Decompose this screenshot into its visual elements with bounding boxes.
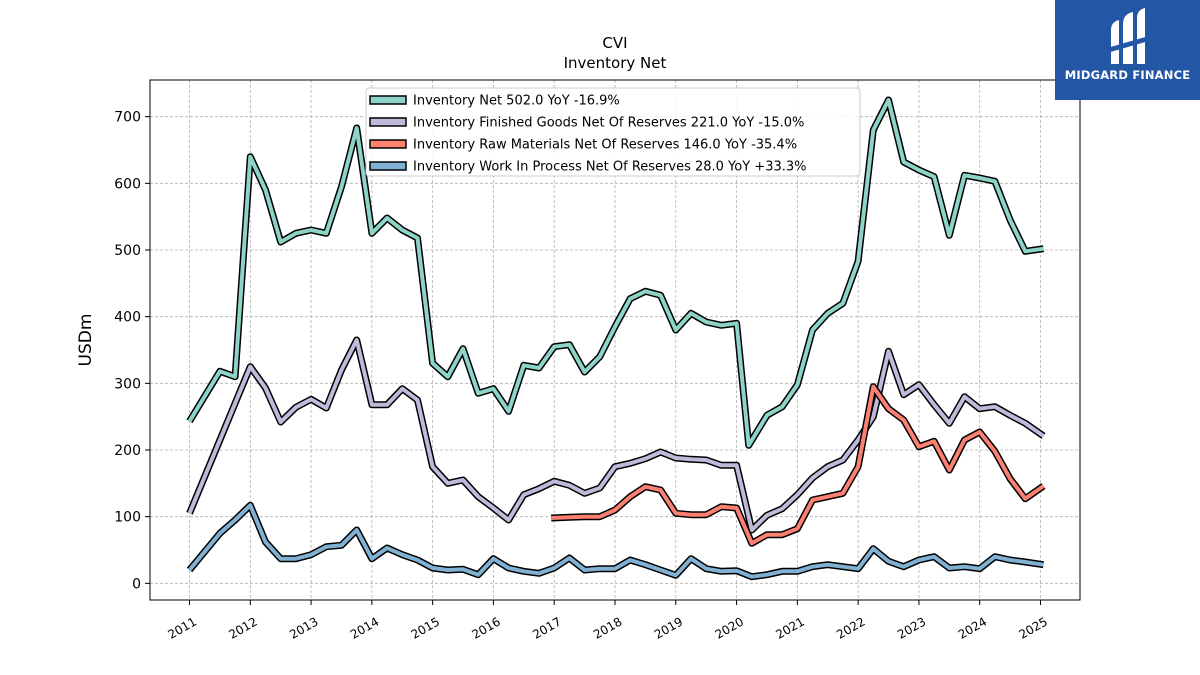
chart-title: CVI [602, 34, 627, 52]
series-lines [186, 96, 1046, 581]
x-tick-label: 2015 [409, 614, 442, 641]
legend-swatch [369, 161, 407, 171]
x-tick-label: 2013 [287, 614, 320, 641]
x-tick-label: 2011 [166, 614, 199, 641]
series-line-0 [187, 98, 1044, 448]
legend: Inventory Net 502.0 YoY -16.9% Inventory … [365, 87, 861, 177]
legend-swatch [369, 95, 407, 105]
y-tick-label: 100 [114, 510, 141, 526]
y-tick-label: 200 [114, 443, 141, 459]
series-line-3 [187, 503, 1044, 579]
y-tick-label: 400 [114, 310, 141, 326]
midgard-logo-icon [1107, 8, 1149, 64]
x-tick-label: 2019 [652, 614, 685, 641]
series-line-2 [551, 384, 1045, 546]
x-axis: 2011 2012 2013 2014 2015 2016 2017 2018 2019 2020… [166, 600, 1050, 642]
y-tick-label: 700 [114, 110, 141, 126]
x-tick-label: 2025 [1017, 614, 1050, 641]
series-line-1 [187, 338, 1045, 532]
y-axis: 0 100 200 300 400 500 600 700 [114, 110, 150, 592]
y-tick-label: 0 [132, 576, 141, 592]
legend-label: Inventory Net 502.0 YoY -16.9% [413, 94, 620, 109]
y-tick-label: 500 [114, 243, 141, 259]
y-axis-label: USDm [76, 314, 96, 367]
x-tick-label: 2022 [834, 614, 867, 641]
legend-swatch [369, 117, 407, 127]
legend-label: Inventory Finished Goods Net Of Reserves… [413, 116, 804, 131]
y-tick-label: 600 [114, 176, 141, 192]
y-tick-label: 300 [114, 376, 141, 392]
x-tick-label: 2017 [530, 614, 563, 641]
x-tick-label: 2024 [956, 614, 989, 641]
legend-label: Inventory Raw Materials Net Of Reserves … [413, 138, 797, 153]
x-tick-label: 2020 [713, 614, 746, 641]
x-tick-label: 2014 [348, 614, 381, 641]
legend-box [365, 87, 861, 177]
legend-label: Inventory Work In Process Net Of Reserve… [413, 160, 807, 175]
legend-swatch [369, 139, 407, 149]
brand-name: MIDGARD FINANCE [1064, 68, 1191, 82]
chart-subtitle: Inventory Net [564, 54, 667, 72]
x-tick-label: 2021 [773, 614, 806, 641]
x-tick-label: 2012 [226, 614, 259, 641]
x-tick-label: 2016 [469, 614, 502, 641]
x-tick-label: 2018 [591, 614, 624, 641]
x-tick-label: 2023 [895, 614, 928, 641]
brand-logo: MIDGARD FINANCE [1055, 0, 1200, 100]
